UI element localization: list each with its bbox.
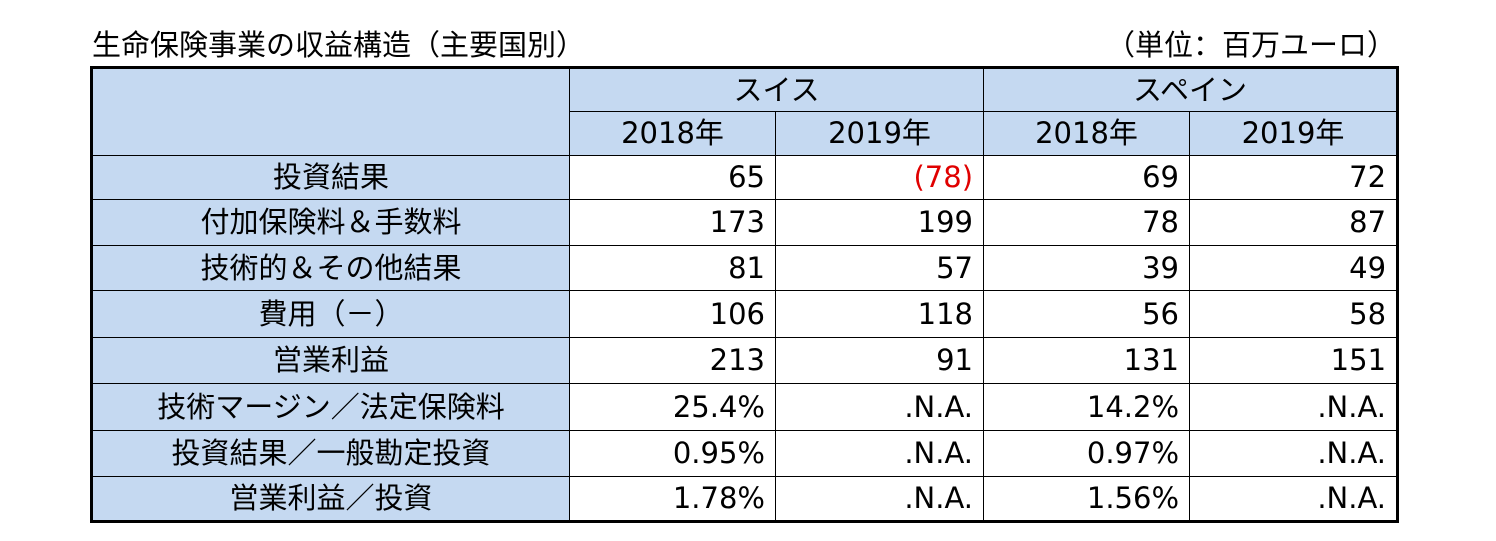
table-row: 技術マージン／法定保険料 25.4% .N.A. 14.2% .N.A.: [91, 383, 1399, 431]
value-cell: 25.4%: [569, 383, 776, 431]
table-row: 費用（－） 106 118 56 58: [91, 290, 1399, 338]
year-header: 2019年: [1189, 111, 1399, 156]
table-row: 営業利益／投資 1.78% .N.A. 1.56% .N.A.: [91, 476, 1399, 522]
value-cell: 0.97%: [983, 430, 1191, 477]
unit-label: （単位：百万ユーロ）: [1105, 28, 1396, 62]
value-cell: 65: [569, 155, 776, 200]
value-cell: .N.A.: [774, 383, 985, 431]
value-cell: 118: [774, 290, 985, 338]
value-cell: 39: [983, 245, 1191, 291]
table-row: 投資結果／一般勘定投資 0.95% .N.A. 0.97% .N.A.: [91, 430, 1399, 477]
value-cell: 1.78%: [569, 476, 776, 522]
country-header-switzerland: スイス: [568, 67, 985, 112]
year-header: 2018年: [983, 111, 1191, 156]
value-cell: .N.A.: [774, 476, 985, 522]
row-label: 営業利益: [91, 337, 570, 384]
value-cell: 14.2%: [983, 383, 1191, 431]
row-label: 投資結果: [91, 155, 570, 200]
value-cell: 199: [774, 199, 985, 246]
value-cell: 1.56%: [983, 476, 1191, 522]
country-header-spain: スペイン: [983, 67, 1399, 112]
value-cell: .N.A.: [1189, 383, 1399, 431]
value-cell: 87: [1189, 199, 1399, 246]
value-cell: 91: [774, 337, 985, 384]
table-row: 付加保険料＆手数料 173 199 78 87: [91, 199, 1399, 246]
year-header: 2018年: [569, 111, 776, 156]
value-cell: 0.95%: [569, 430, 776, 477]
row-label: 付加保険料＆手数料: [91, 199, 570, 246]
row-label: 技術的＆その他結果: [91, 245, 570, 291]
value-cell: 131: [983, 337, 1191, 384]
value-cell: .N.A.: [1189, 476, 1399, 522]
row-label: 投資結果／一般勘定投資: [91, 430, 570, 477]
value-cell: 81: [569, 245, 776, 291]
value-cell: 72: [1189, 155, 1399, 200]
table-row: 技術的＆その他結果 81 57 39 49: [91, 245, 1399, 291]
value-cell: 58: [1189, 290, 1399, 338]
value-cell: 49: [1189, 245, 1399, 291]
value-cell: 151: [1189, 337, 1399, 384]
table-caption: 生命保険事業の収益構造（主要国別） （単位：百万ユーロ）: [92, 24, 1396, 66]
row-label: 費用（－）: [91, 290, 570, 338]
value-cell: 69: [983, 155, 1191, 200]
value-cell: .N.A.: [774, 430, 985, 477]
value-cell: .N.A.: [1189, 430, 1399, 477]
profit-structure-table: スイス スペイン 2018年 2019年 2018年 2019年 投資結果 65(…: [90, 66, 1400, 523]
value-cell: 213: [569, 337, 776, 384]
year-header: 2019年: [774, 111, 985, 156]
table-title: 生命保険事業の収益構造（主要国別）: [92, 28, 586, 62]
value-cell: 57: [774, 245, 985, 291]
value-cell-negative: (78): [774, 155, 985, 200]
row-label: 技術マージン／法定保険料: [91, 383, 570, 431]
value-cell: 106: [569, 290, 776, 338]
table-row: 営業利益 213 91 131 151: [91, 337, 1399, 384]
header-corner: [91, 67, 570, 156]
table-row: 投資結果 65 (78) 69 72: [91, 155, 1399, 200]
value-cell: 173: [569, 199, 776, 246]
value-cell: 78: [983, 199, 1191, 246]
row-label: 営業利益／投資: [91, 476, 570, 522]
value-cell: 56: [983, 290, 1191, 338]
